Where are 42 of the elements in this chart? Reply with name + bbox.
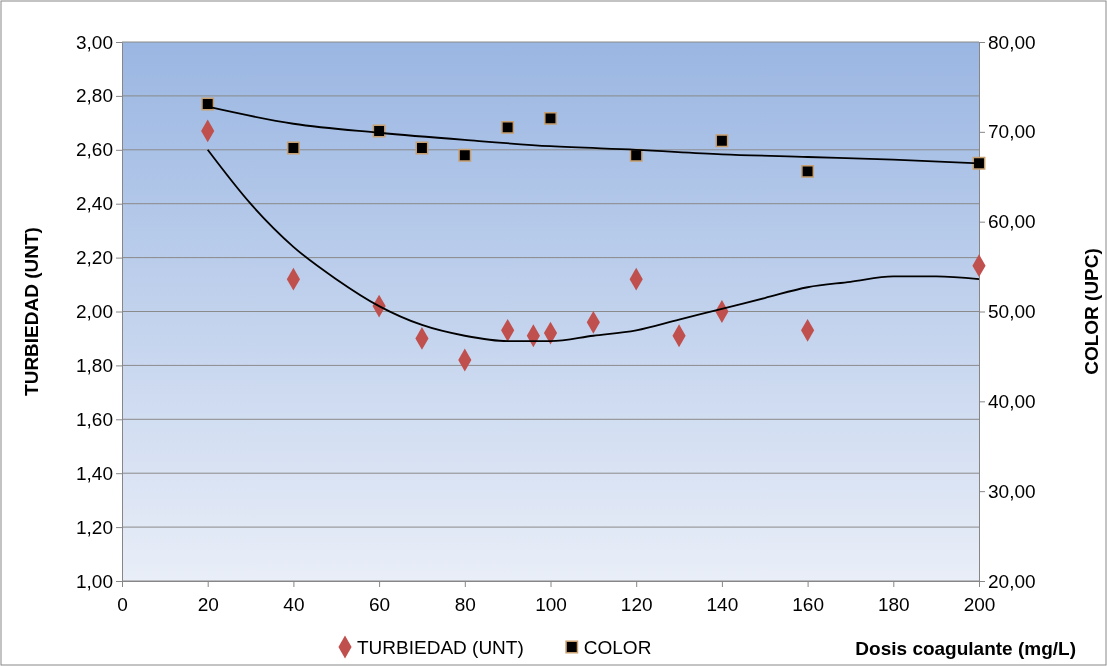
line-series (206, 148, 980, 343)
x-tick-label: 80 (454, 593, 476, 615)
x-tick-label: 20 (197, 593, 219, 615)
x-tick-label: 160 (792, 593, 824, 615)
x-tick-label: 60 (369, 593, 391, 615)
y2-tick-label: 40,00 (988, 390, 1036, 412)
x-tick-label: 140 (706, 593, 739, 615)
y2-tick-label: 50,00 (988, 301, 1036, 323)
point (801, 164, 815, 178)
point (286, 141, 300, 155)
x-tick-label: 100 (535, 593, 567, 615)
legend-label: TURBIEDAD (UNT) (357, 637, 524, 658)
y-tick-label: 2,80 (76, 85, 113, 107)
y2-tick-label: 30,00 (988, 480, 1036, 502)
x-tick-label: 200 (963, 593, 996, 615)
y-tick-label: 1,40 (76, 462, 113, 484)
y-tick-label: 2,40 (76, 193, 113, 215)
y-tick-label: 1,80 (76, 354, 113, 376)
y2-tick-label: 20,00 (988, 570, 1036, 592)
legend-label: COLOR (583, 637, 652, 658)
y-tick-label: 1,20 (76, 516, 113, 538)
point (501, 120, 515, 134)
y-tick-label: 1,00 (76, 570, 113, 592)
y2-tick-label: 80,00 (988, 31, 1036, 53)
y-tick-label: 2,20 (76, 247, 113, 269)
x-tick-label: 120 (620, 593, 653, 615)
x-axis-title: Dosis coagulante (mg/L) (855, 638, 1076, 659)
point (415, 141, 429, 155)
y-tick-label: 2,00 (76, 301, 113, 323)
point (544, 111, 557, 125)
y2-tick-label: 70,00 (988, 121, 1036, 143)
y2-tick-label: 60,00 (988, 211, 1036, 233)
y-tick-label: 1,60 (76, 408, 113, 430)
y2-axis-title: COLOR (UPC) (1081, 248, 1102, 375)
y-tick-label: 3,00 (76, 31, 113, 53)
x-tick-label: 180 (877, 593, 910, 615)
x-tick-label: 40 (283, 593, 305, 615)
point (715, 134, 729, 148)
y-axis-title: TURBIEDAD (UNT) (21, 227, 42, 396)
y-tick-label: 2,60 (76, 139, 113, 161)
point (458, 148, 472, 162)
x-tick-label: 0 (117, 593, 128, 615)
